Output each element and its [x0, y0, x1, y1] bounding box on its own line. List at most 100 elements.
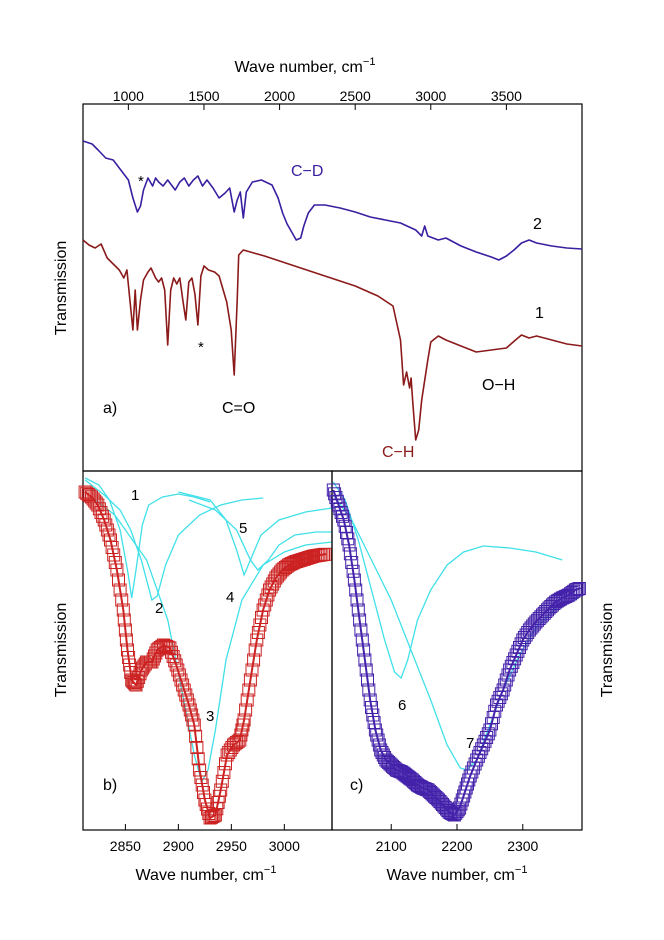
panel-a-label: a) [103, 400, 117, 417]
data-marker [496, 683, 510, 697]
data-marker [516, 633, 530, 647]
panel-b-fit-components [84, 477, 333, 784]
fit-component-2 [84, 479, 264, 602]
data-marker [370, 728, 384, 742]
data-marker [97, 513, 111, 527]
data-marker [179, 688, 193, 702]
panel-a-frame [82, 103, 583, 472]
data-marker [531, 613, 545, 627]
data-marker [499, 673, 513, 687]
data-marker [205, 810, 218, 824]
data-marker [511, 644, 525, 658]
data-marker [182, 698, 196, 712]
panel-b-ticks: 2850 2900 2950 3000 [110, 824, 300, 854]
data-marker [258, 598, 272, 612]
data-marker [138, 657, 152, 671]
data-marker [236, 718, 250, 732]
data-marker [428, 789, 442, 803]
x-tick-label: 2900 [163, 838, 194, 854]
data-marker [506, 656, 520, 669]
panel-b-label: b) [103, 777, 117, 794]
data-marker [174, 673, 188, 687]
panel-b-xlabel: Wave number, cm−1 [136, 864, 277, 884]
data-marker [490, 698, 503, 712]
series-1-label: 1 [535, 305, 544, 322]
panel-a-series [82, 140, 583, 441]
data-marker [166, 650, 180, 663]
panel-c: 2100 2200 2300 Wave number, cm−1 Transmiss… [326, 470, 616, 884]
data-marker [480, 731, 494, 744]
data-marker [108, 556, 122, 569]
data-marker [519, 628, 533, 642]
panel-c-ylabel: Transmission [599, 603, 616, 698]
x-tick-label: 2500 [340, 88, 371, 104]
data-marker [161, 640, 175, 654]
panel-b-ylabel: Transmission [53, 603, 70, 698]
data-marker [470, 753, 484, 767]
data-marker [207, 809, 221, 823]
data-marker [163, 641, 177, 655]
data-marker [92, 502, 106, 516]
fit-component-1 [84, 477, 211, 599]
data-marker [328, 487, 342, 501]
data-marker [172, 668, 186, 682]
data-marker [215, 774, 229, 788]
data-marker [259, 593, 273, 607]
spectrum-line-1 [82, 239, 583, 441]
data-marker [251, 626, 265, 639]
data-marker [334, 506, 348, 519]
data-marker [517, 631, 531, 644]
annotation-co: C=O [222, 400, 255, 417]
data-marker [183, 703, 197, 717]
data-marker [442, 805, 456, 819]
data-marker [206, 810, 220, 823]
data-marker [537, 606, 551, 620]
data-marker [91, 498, 105, 512]
asterisk-marker: * [198, 339, 204, 356]
data-marker [476, 738, 490, 752]
panel-c-ticks: 2100 2200 2300 [376, 824, 539, 854]
data-marker [234, 728, 248, 742]
panel-a-xlabel: Wave number, cm−1 [235, 56, 376, 76]
data-line [332, 489, 582, 817]
x-tick-label: 3500 [491, 88, 522, 104]
fit-component-3 [84, 491, 333, 784]
data-marker [129, 678, 143, 692]
data-marker [503, 663, 517, 677]
x-tick-label: 1500 [188, 88, 219, 104]
data-marker [180, 693, 194, 707]
data-marker [171, 663, 185, 677]
data-marker [186, 713, 200, 727]
data-marker [261, 588, 275, 602]
component-label: 7 [466, 735, 474, 752]
fit-component-6 [332, 481, 563, 680]
data-marker [498, 678, 512, 692]
asterisk-marker: * [138, 173, 144, 190]
panel-b-data [78, 485, 332, 825]
data-line [84, 491, 327, 820]
data-marker [513, 641, 526, 654]
data-marker [198, 793, 212, 807]
panel-b: 2850 2900 2950 3000 Wave number, cm−1 Trans… [53, 470, 333, 884]
data-marker [130, 674, 144, 688]
data-marker [508, 652, 522, 666]
component-label: 3 [206, 708, 214, 725]
data-marker [473, 746, 487, 759]
component-label: 5 [239, 520, 247, 537]
annotation-oh: O−H [482, 377, 515, 394]
x-tick-label: 2850 [110, 838, 141, 854]
data-marker [536, 608, 549, 622]
data-marker [253, 618, 267, 632]
data-marker [330, 494, 344, 508]
data-marker [534, 610, 548, 624]
data-marker [177, 683, 191, 697]
data-marker [326, 483, 340, 497]
x-tick-label: 1000 [113, 88, 144, 104]
data-marker [365, 701, 378, 714]
x-tick-label: 2100 [376, 838, 407, 854]
component-label: 4 [226, 589, 234, 606]
data-marker [332, 498, 346, 512]
data-marker [104, 533, 117, 547]
data-marker [165, 645, 178, 659]
